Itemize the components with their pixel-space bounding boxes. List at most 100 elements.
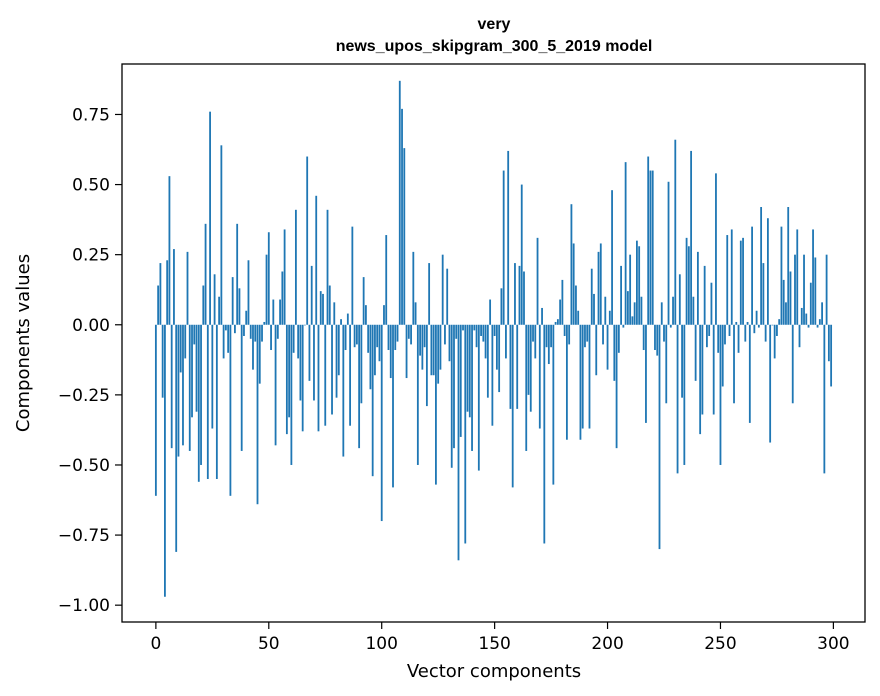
bar-107	[396, 324, 399, 342]
bar-113	[410, 324, 412, 345]
bar-7	[170, 324, 173, 449]
bar-133	[455, 324, 458, 339]
bar-141	[473, 324, 476, 331]
bar-49	[265, 254, 268, 325]
chart-title-line-1: very	[478, 16, 511, 33]
bar-183	[568, 324, 571, 345]
bar-27	[215, 324, 218, 479]
bar-284	[796, 229, 799, 325]
bar-77	[328, 285, 331, 325]
bar-209	[626, 291, 629, 325]
bar-99	[378, 324, 381, 362]
bar-231	[676, 324, 679, 474]
bar-80	[335, 324, 338, 398]
bar-82	[340, 319, 342, 325]
bar-224	[660, 302, 663, 325]
x-axis-label: Vector components	[407, 661, 581, 682]
bar-232	[678, 274, 681, 325]
bar-189	[581, 324, 584, 429]
bar-100	[380, 324, 383, 522]
bar-42	[249, 324, 252, 339]
bar-199	[604, 296, 607, 325]
bar-108	[398, 80, 401, 325]
bar-226	[665, 324, 668, 404]
bar-195	[595, 324, 598, 376]
bar-115	[414, 302, 417, 325]
bar-14	[186, 251, 189, 325]
bar-213	[636, 240, 638, 325]
y-tick-label: 0.25	[72, 246, 110, 266]
bar-59	[288, 324, 291, 418]
y-tick-label: 0.50	[72, 176, 110, 196]
bar-180	[561, 279, 564, 325]
bar-225	[663, 324, 665, 342]
bar-56	[281, 271, 284, 325]
y-tick-label: 0.75	[72, 105, 110, 125]
bar-270	[764, 324, 767, 342]
bar-74	[322, 293, 324, 325]
bar-31	[224, 324, 227, 331]
bar-274	[773, 324, 776, 359]
bar-295	[821, 302, 823, 325]
bar-40	[245, 310, 248, 325]
bar-61	[292, 324, 295, 353]
bar-163	[523, 271, 525, 325]
bar-120	[425, 324, 428, 407]
bar-54	[276, 324, 279, 339]
bar-155	[505, 324, 507, 359]
bar-79	[333, 302, 336, 325]
bar-233	[681, 324, 683, 398]
bar-68	[308, 324, 311, 381]
bar-62	[294, 209, 297, 325]
bar-179	[559, 299, 562, 325]
bar-65	[301, 324, 304, 432]
bar-144	[480, 324, 482, 336]
bar-83	[342, 324, 345, 457]
bar-287	[803, 254, 805, 325]
bar-88	[353, 324, 356, 348]
bar-142	[475, 324, 478, 348]
bar-215	[640, 296, 643, 325]
bar-162	[520, 184, 523, 325]
bar-230	[674, 139, 677, 325]
bar-6	[168, 176, 171, 325]
bar-198	[602, 324, 604, 345]
bar-173	[545, 324, 548, 348]
bar-22	[204, 223, 207, 325]
bar-103	[387, 324, 390, 351]
bar-147	[486, 324, 489, 398]
bar-47	[261, 324, 263, 342]
x-tick-label: 300	[817, 634, 849, 654]
bar-269	[762, 263, 765, 325]
bar-262	[746, 321, 749, 325]
bar-50	[267, 232, 270, 325]
bar-280	[787, 207, 790, 325]
bar-234	[683, 324, 686, 465]
bar-127	[441, 254, 444, 325]
bar-140	[471, 324, 473, 451]
bar-126	[439, 324, 442, 370]
bar-211	[631, 316, 634, 325]
bar-118	[421, 324, 424, 370]
bar-145	[482, 324, 485, 342]
bar-76	[326, 209, 329, 325]
bar-41	[247, 260, 250, 325]
bar-192	[588, 324, 591, 429]
bar-105	[392, 324, 394, 488]
bar-33	[229, 324, 232, 496]
bar-26	[213, 274, 216, 325]
bar-197	[599, 243, 602, 325]
bar-279	[785, 302, 787, 325]
bar-135	[459, 324, 462, 437]
bar-235	[685, 237, 688, 325]
bar-160	[516, 324, 519, 409]
y-tick-label: −0.75	[58, 526, 110, 546]
bar-181	[563, 324, 566, 336]
bar-216	[642, 324, 645, 351]
bar-13	[184, 324, 187, 359]
bar-124	[435, 324, 437, 485]
bar-285	[798, 324, 801, 348]
bar-297	[825, 254, 828, 325]
bar-151	[495, 324, 498, 370]
